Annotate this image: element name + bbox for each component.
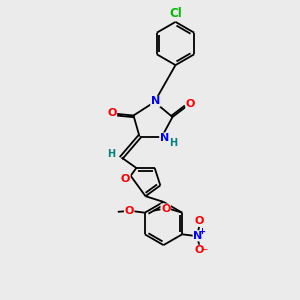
Text: O: O [121, 174, 130, 184]
Text: O: O [195, 245, 204, 255]
Text: H: H [107, 149, 115, 159]
Text: N: N [160, 133, 169, 143]
Text: Cl: Cl [169, 7, 182, 20]
Text: O: O [186, 99, 195, 110]
Text: N: N [151, 96, 160, 106]
Text: O: O [161, 204, 170, 214]
Text: O: O [124, 206, 134, 216]
Text: H: H [169, 138, 178, 148]
Text: ⁻: ⁻ [202, 247, 207, 257]
Text: N: N [193, 231, 203, 241]
Text: O: O [195, 216, 204, 226]
Text: O: O [107, 107, 117, 118]
Text: +: + [198, 227, 205, 236]
